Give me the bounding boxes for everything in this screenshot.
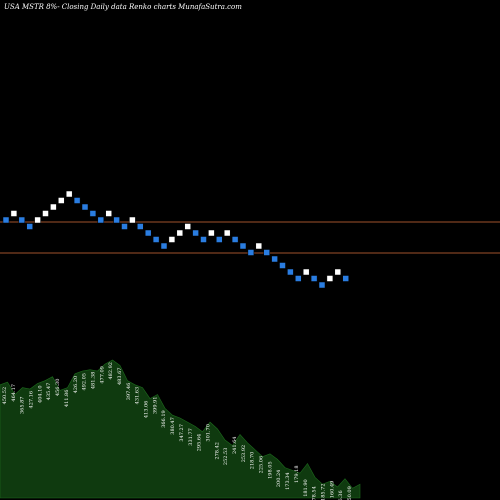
volume-label: 253.92 — [241, 445, 247, 463]
reference-levels — [0, 221, 500, 254]
volume-label: 295.64 — [197, 434, 203, 452]
volume-label: 200.24 — [276, 470, 282, 488]
volume-label: 365.87 — [20, 397, 26, 415]
renko-brick — [137, 223, 144, 230]
renko-brick — [216, 236, 223, 243]
volume-label: 178.54 — [312, 486, 318, 500]
renko-brick — [334, 268, 342, 276]
renko-brick — [121, 223, 128, 230]
renko-brick — [160, 242, 168, 250]
volume-label: 173.34 — [285, 472, 291, 490]
volume-label: 483.67 — [117, 368, 123, 386]
renko-brick — [2, 216, 10, 224]
volume-panel — [0, 359, 361, 499]
renko-brick — [168, 236, 176, 243]
volume-label: 225.06 — [259, 456, 265, 474]
volume-label: 278.42 — [214, 442, 220, 460]
volume-label: 404.10 — [37, 385, 43, 403]
volume-label: 397.46 — [126, 383, 132, 401]
renko-brick — [192, 229, 199, 237]
volume-label: 477.09 — [99, 366, 105, 384]
renko-brick — [295, 275, 302, 282]
volume-label: 413.06 — [144, 401, 150, 419]
renko-brick — [318, 281, 326, 289]
volume-label: 331.77 — [188, 428, 194, 446]
renko-brick — [105, 210, 112, 217]
volume-label: 482.92 — [108, 362, 114, 380]
renko-brick — [26, 223, 33, 230]
renko-brick — [287, 268, 294, 276]
volume-label: 426.20 — [73, 376, 79, 394]
volume-label: 347.27 — [179, 424, 185, 442]
renko-brick — [208, 229, 215, 237]
renko-brick — [239, 242, 247, 250]
renko-brick — [184, 223, 191, 230]
renko-brick — [152, 236, 160, 243]
renko-brick — [326, 275, 334, 282]
renko-brick — [247, 249, 255, 256]
volume-label: 411.86 — [64, 390, 70, 408]
volume-label: 150.09 — [347, 486, 353, 500]
volume-label: 399.91 — [152, 397, 158, 415]
renko-brick — [58, 197, 65, 204]
renko-brick — [10, 210, 18, 217]
renko-brick — [279, 262, 286, 269]
volume-label: 464.17 — [11, 384, 17, 402]
renko-brick — [89, 210, 97, 217]
renko-brick — [342, 275, 349, 282]
renko-brick — [255, 242, 263, 250]
renko-brick — [81, 203, 89, 211]
renko-brick — [200, 236, 207, 243]
renko-brick — [42, 210, 49, 217]
renko-brick — [176, 229, 184, 237]
renko-brick — [65, 190, 73, 198]
volume-label: 218.70 — [250, 452, 256, 470]
volume-label: 185.72 — [320, 483, 326, 500]
chart-title: USA MSTR 8%- Closing Daily data Renko ch… — [4, 3, 242, 11]
volume-label: 456.30 — [55, 379, 61, 397]
volume-label: 179.18 — [294, 466, 300, 484]
volume-label: 427.16 — [29, 391, 35, 409]
volume-label: 181.90 — [303, 479, 309, 497]
renko-brick — [113, 216, 120, 224]
volume-label: 301.70 — [205, 424, 211, 442]
renko-brick — [73, 197, 81, 204]
renko-brick — [271, 255, 278, 263]
volume-label: 431.63 — [135, 387, 141, 405]
volume-area — [0, 359, 361, 499]
volume-label: 252.53 — [223, 448, 229, 466]
volume-label: 450.52 — [2, 387, 8, 405]
renko-brick — [34, 216, 41, 224]
volume-label: 241.64 — [232, 437, 238, 455]
renko-brick — [223, 229, 231, 237]
renko-brick — [263, 249, 270, 256]
renko-brick — [97, 216, 105, 224]
volume-label: 492.05 — [82, 373, 88, 391]
volume-label: 366.19 — [161, 410, 167, 428]
volume-label: 156.36 — [338, 490, 344, 500]
volume-label: 198.05 — [267, 461, 273, 479]
renko-brick — [310, 275, 318, 282]
volume-label: 481.38 — [90, 372, 96, 390]
renko-brick — [18, 216, 26, 224]
renko-brick — [302, 268, 310, 276]
renko-brick — [144, 229, 152, 237]
renko-brick — [129, 216, 136, 224]
renko-brick — [231, 236, 239, 243]
renko-brick — [50, 203, 57, 211]
renko-bricks — [2, 190, 349, 289]
volume-label: 380.47 — [170, 417, 176, 435]
volume-label: 160.49 — [329, 481, 335, 499]
volume-label: 435.47 — [46, 383, 52, 401]
